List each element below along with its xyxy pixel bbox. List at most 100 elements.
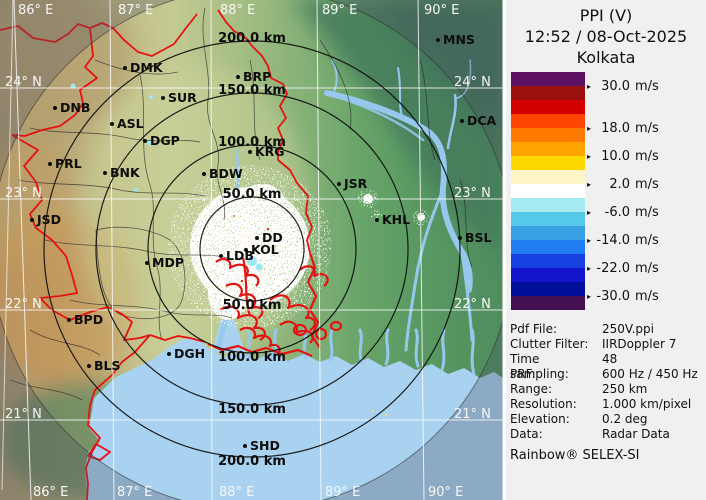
station-dot (143, 139, 147, 143)
station-label: DCA (467, 113, 497, 128)
panel-datetime: 12:52 / 08-Oct-2025 (524, 27, 688, 46)
range-ring (199, 196, 305, 302)
colorbar-segment (511, 86, 585, 100)
colorbar-tick-arrow-icon: ▸ (587, 207, 592, 217)
station-markers: MNS DMK BRP SUR DNB DCA ASL DGP KRG PRL BNK BDW JSR J… (30, 32, 497, 453)
colorbar-tick-arrow-icon: ▸ (587, 81, 592, 91)
colorbar-label: ▸ 30.0 m/s (587, 78, 659, 94)
colorbar-label-value: 18.0 (601, 120, 631, 136)
station-label: BSL (465, 230, 492, 245)
station-dot (236, 75, 240, 79)
latitude-label-left: 24° N (5, 75, 42, 90)
station-label: BNK (110, 165, 141, 180)
station-dot (161, 96, 165, 100)
meta-row: Data: Radar Data (510, 427, 706, 442)
meta-row: Pdf File: 250V.ppi (510, 322, 706, 337)
colorbar-label-unit: m/s (635, 260, 659, 276)
station-label: DGP (150, 133, 180, 148)
station-label: KRG (255, 144, 285, 159)
colorbar-segment (511, 226, 585, 240)
meta-label: Data: (510, 427, 543, 441)
station-dot (110, 122, 114, 126)
station-label: MNS (443, 32, 475, 47)
colorbar-tick-arrow-icon: ▸ (587, 123, 592, 133)
station-dot (219, 254, 223, 258)
station-label: SHD (250, 438, 280, 453)
meta-row: Range: 250 km (510, 382, 706, 397)
echo-colored-flecks (233, 215, 387, 416)
station-dot (48, 162, 52, 166)
colorbar-label-value: -14.0 (596, 232, 631, 248)
meridian-line (13, 0, 32, 500)
panel-site-name: Kolkata (576, 48, 636, 67)
colorbar-segment (511, 114, 585, 128)
meta-row: Time sampling: 48 (510, 352, 706, 381)
meta-value: 600 Hz / 450 Hz (602, 367, 698, 381)
station-label: KHL (382, 212, 410, 227)
colorbar-label-value: 2.0 (609, 176, 631, 192)
colorbar-segment (511, 100, 585, 114)
colorbar-label-value: 10.0 (601, 148, 631, 164)
station-dot (202, 172, 206, 176)
meta-row: Elevation: 0.2 deg (510, 412, 706, 427)
station-label: BLS (94, 358, 121, 373)
range-ring-labels: 50.0 km 50.0 km 100.0 km 100.0 km 150.0 km 15… (218, 31, 286, 469)
colorbar-segment (511, 156, 585, 170)
station-dot (67, 318, 71, 322)
colorbar-segment (511, 198, 585, 212)
colorbar-label-unit: m/s (635, 148, 659, 164)
colorbar-label: ▸ -14.0 m/s (587, 232, 659, 248)
range-ring (43, 40, 461, 458)
range-ring-label-south: 200.0 km (218, 454, 286, 469)
station-dot (337, 182, 341, 186)
meta-row: PRF: 600 Hz / 450 Hz (510, 367, 706, 382)
meta-value: IIRDoppler 7 (602, 337, 677, 351)
radar-echo-layer (70, 83, 429, 416)
colorbar-label: ▸ 2.0 m/s (587, 176, 659, 192)
station-dot (458, 236, 462, 240)
colorbar-label: ▸ 10.0 m/s (587, 148, 659, 164)
colorbar-label-unit: m/s (635, 78, 659, 94)
meta-row: Clutter Filter: IIRDoppler 7 (510, 337, 706, 352)
colorbar-segment (511, 72, 585, 86)
station-dot (244, 248, 248, 252)
velocity-colorbar (511, 72, 585, 310)
latitude-label-left: 22° N (5, 297, 42, 312)
latitude-label-right: 23° N (454, 186, 491, 201)
meta-value: 48 (602, 352, 618, 366)
colorbar-label-unit: m/s (635, 232, 659, 248)
longitude-label-top: 87° E (118, 3, 153, 18)
station-label: BPD (74, 312, 103, 327)
longitude-label-bottom: 89° E (325, 485, 360, 500)
longitude-label-top: 86° E (18, 3, 53, 18)
station-dot (53, 106, 57, 110)
station-dot (248, 150, 252, 154)
longitude-label-top: 90° E (424, 3, 459, 18)
station-label: JSD (36, 212, 61, 227)
meridian-line (316, 0, 322, 500)
range-ring-label-south: 50.0 km (223, 298, 282, 313)
colorbar-segment (511, 254, 585, 268)
meta-row: Resolution: 1.000 km/pixel (510, 397, 706, 412)
range-ring-label-south: 100.0 km (218, 350, 286, 365)
colorbar-label-unit: m/s (635, 120, 659, 136)
meta-value: 250 km (602, 382, 648, 396)
colorbar-label-unit: m/s (635, 204, 659, 220)
station-dot (255, 236, 259, 240)
range-ring-label-north: 200.0 km (218, 31, 286, 46)
station-dot (103, 171, 107, 175)
colorbar-segment (511, 128, 585, 142)
out-of-range-dim (0, 0, 513, 500)
meridian-line (210, 0, 213, 500)
meridian-line (417, 0, 425, 500)
colorbar-label-unit: m/s (635, 176, 659, 192)
station-dot (145, 261, 149, 265)
station-label: DNB (60, 100, 90, 115)
colorbar-segment (511, 296, 585, 310)
range-ring-label-south: 150.0 km (218, 402, 286, 417)
meta-value: Radar Data (602, 427, 670, 441)
meta-label: Range: (510, 382, 553, 396)
colorbar-segment (511, 212, 585, 226)
longitude-label-top: 89° E (322, 3, 357, 18)
map-panel-divider (502, 0, 506, 500)
